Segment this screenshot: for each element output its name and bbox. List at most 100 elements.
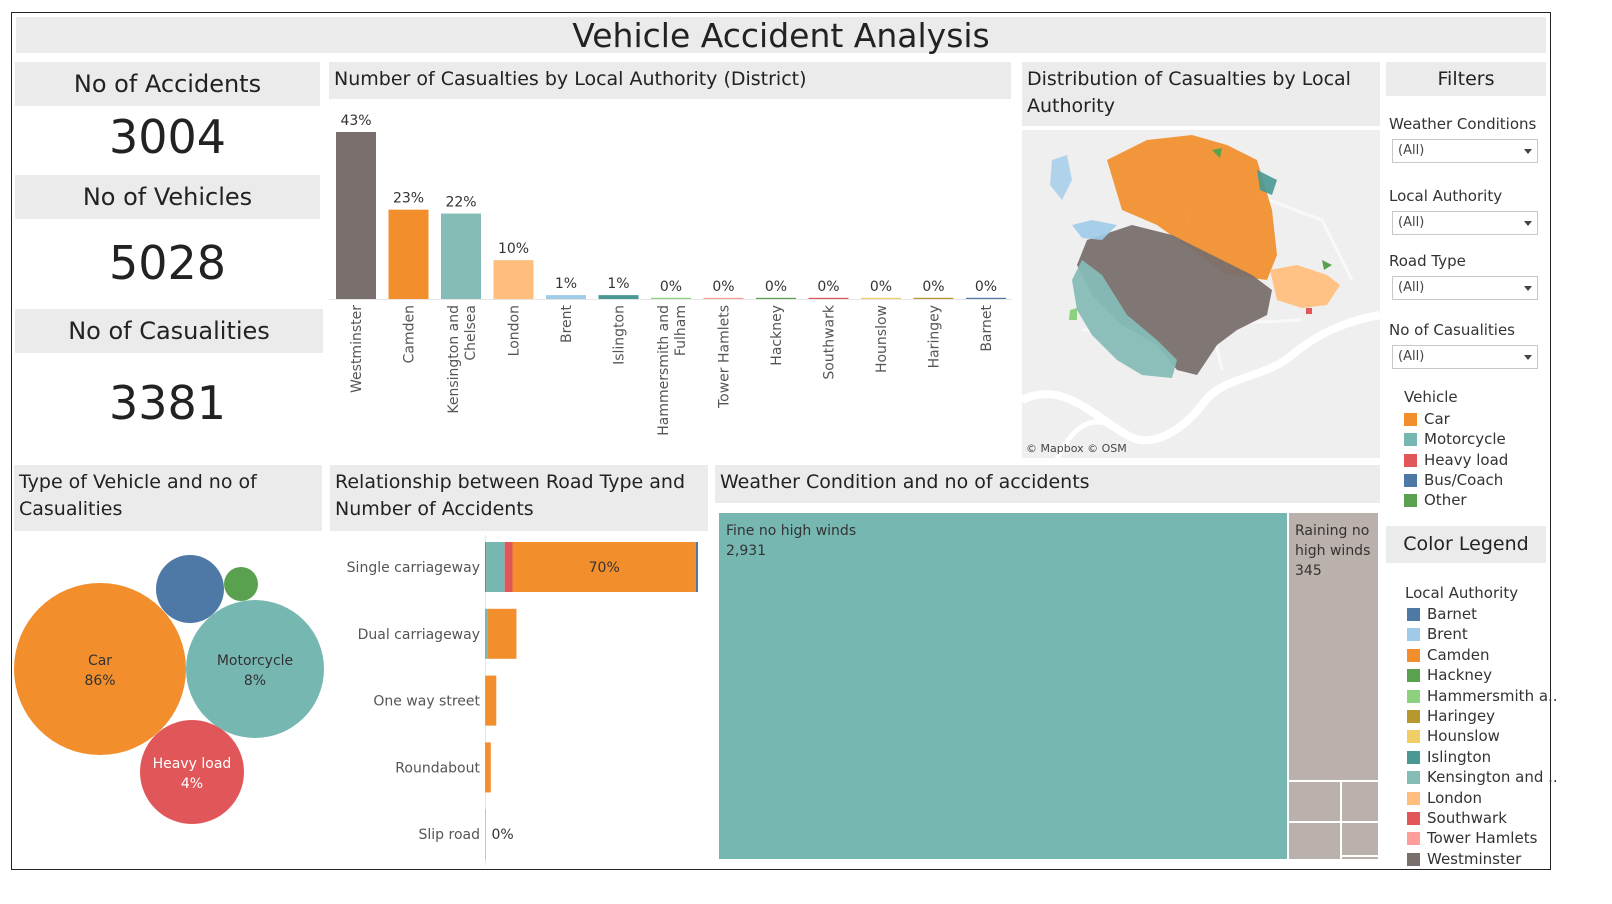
district-bar[interactable] — [913, 297, 954, 299]
legend-swatch — [1407, 730, 1420, 744]
casualties-kpi-value: 3381 — [108, 376, 227, 430]
legend-label: Bus/Coach — [1424, 471, 1504, 489]
color-legend-subtitle: Local Authority — [1405, 584, 1519, 602]
road-type-bar-segment[interactable] — [485, 675, 486, 726]
district-bar[interactable] — [651, 297, 691, 299]
district-tick-label-line: Westminster — [349, 305, 365, 393]
vehicles-kpi-label: No of Vehicles — [15, 175, 320, 219]
legend-label: Islington — [1427, 747, 1492, 766]
road-type-bar-segment[interactable] — [485, 675, 497, 726]
road-type-label: One way street — [373, 694, 480, 710]
road-type-bar-segment[interactable] — [486, 542, 505, 592]
district-bar-value-label: 0% — [765, 279, 787, 295]
road-type-bar-segment[interactable] — [485, 809, 486, 860]
treemap-small-tile[interactable] — [1289, 823, 1340, 859]
weather-filter-value: (All) — [1398, 143, 1425, 158]
district-bar-value-label: 43% — [340, 113, 371, 129]
road-type-bar-segment[interactable] — [512, 542, 696, 592]
region-southwark — [1306, 308, 1312, 314]
dashboard-title: Vehicle Accident Analysis — [16, 17, 1546, 55]
district-tick-label: Camden — [402, 305, 418, 363]
road-type-bar-segment[interactable] — [487, 608, 517, 659]
filters-title: Filters — [1386, 62, 1546, 96]
district-bar[interactable] — [598, 295, 639, 299]
district-tick-label-line: London — [507, 305, 523, 356]
road-type-value-label: 70% — [589, 560, 620, 576]
road-type-label: Slip road — [419, 827, 480, 843]
filter-label-weather: Weather Conditions — [1389, 115, 1537, 133]
district-bar[interactable] — [703, 297, 744, 299]
casualties-filter-value: (All) — [1398, 349, 1425, 364]
legend-swatch — [1407, 771, 1420, 785]
dashboard-frame — [11, 12, 1551, 870]
legend-swatch — [1404, 474, 1417, 487]
district-tick-label-line: Tower Hamlets — [717, 305, 733, 409]
district-tick-label-line: Hounslow — [874, 305, 890, 373]
legend-swatch — [1404, 494, 1417, 507]
bubble-bus-coach[interactable] — [156, 555, 224, 623]
treemap-small-tile[interactable] — [1342, 823, 1378, 855]
legend-swatch — [1407, 852, 1420, 866]
legend-swatch — [1407, 812, 1420, 825]
district-tick-label-line: Barnet — [979, 304, 995, 351]
treemap-fine-no-high-winds[interactable]: Fine no high winds 2,931 — [719, 513, 1287, 859]
legend-label: Hackney — [1427, 666, 1493, 685]
treemap-small-tile[interactable] — [1342, 782, 1378, 821]
treemap-small-tile[interactable] — [1342, 857, 1378, 859]
road-type-value-label: 0% — [492, 827, 514, 843]
bubble-motorcycle[interactable] — [186, 600, 324, 738]
district-bar-value-label: 22% — [445, 195, 476, 211]
vehicles-kpi-value: 5028 — [108, 236, 227, 290]
road-type-bar-segment[interactable] — [485, 742, 486, 793]
treemap-raining-no-high-winds[interactable]: Raining no high winds 345 — [1289, 513, 1378, 780]
region-westminster — [1077, 225, 1272, 375]
district-bar[interactable] — [546, 295, 586, 299]
bubble-other[interactable] — [224, 567, 258, 601]
district-bar[interactable] — [861, 297, 901, 299]
region-london — [1270, 265, 1340, 308]
district-tick-label: Tower Hamlets — [717, 305, 733, 409]
bubble-car[interactable] — [14, 583, 186, 755]
region-kensington — [1072, 260, 1177, 378]
district-bar[interactable] — [808, 297, 849, 299]
district-bar[interactable] — [388, 209, 429, 299]
district-bar-value-label: 0% — [817, 279, 839, 295]
district-bar[interactable] — [441, 213, 481, 299]
district-bar-value-label: 23% — [393, 191, 424, 207]
authority-filter-dropdown[interactable]: (All) — [1392, 211, 1538, 235]
district-tick-label: Hammersmith and Fulham — [656, 305, 689, 436]
district-tick-label: Barnet — [979, 304, 995, 351]
legend-swatch — [1407, 689, 1420, 703]
district-bar-value-label: 10% — [498, 241, 529, 257]
road-type-bar-segment[interactable] — [695, 542, 698, 592]
road-type-bar-segment[interactable] — [485, 608, 488, 659]
weather-filter-dropdown[interactable]: (All) — [1392, 139, 1538, 163]
legend-swatch — [1407, 628, 1420, 642]
chevron-down-icon — [1524, 286, 1532, 291]
district-tick-label: Hackney — [769, 305, 785, 366]
district-tick-label-line: Hammersmith and — [656, 305, 672, 436]
road-type-label: Dual carriageway — [358, 627, 480, 643]
legend-label: Car — [1424, 410, 1450, 428]
legend-label: Hammersmith a.. — [1427, 686, 1558, 705]
district-bar[interactable] — [336, 132, 376, 299]
legend-label: Kensington and .. — [1427, 768, 1558, 787]
district-tick-label-line: Brent — [559, 304, 575, 343]
road-type-bar-segment[interactable] — [485, 542, 487, 592]
district-tick-label-line: Kensington and — [446, 305, 462, 414]
road-type-bar-segment[interactable] — [485, 742, 491, 793]
casualty-map[interactable]: © Mapbox © OSM — [1022, 130, 1380, 458]
map-title: Distribution of Casualties by Local Auth… — [1022, 62, 1380, 126]
district-bar[interactable] — [966, 297, 1006, 299]
legend-label: Camden — [1427, 645, 1490, 664]
bubble-heavy-load[interactable] — [140, 720, 244, 824]
district-bar[interactable] — [756, 297, 796, 299]
treemap-small-tile[interactable] — [1289, 782, 1340, 821]
casualties-filter-dropdown[interactable]: (All) — [1392, 345, 1538, 369]
legend-swatch — [1407, 669, 1420, 683]
district-bar[interactable] — [493, 260, 534, 299]
road-filter-dropdown[interactable]: (All) — [1392, 276, 1538, 300]
map-attribution: © Mapbox © OSM — [1026, 442, 1127, 455]
road-type-bar-segment[interactable] — [504, 542, 513, 592]
district-bar-value-label: 1% — [555, 276, 577, 292]
